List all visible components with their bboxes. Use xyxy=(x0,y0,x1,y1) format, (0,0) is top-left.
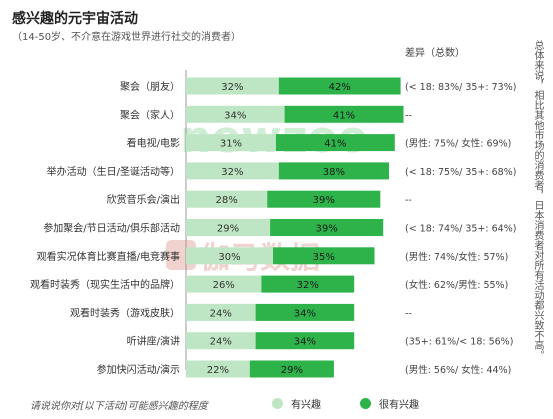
data-label-some-interest: 29% xyxy=(217,224,239,235)
bar-some-interest xyxy=(186,219,271,236)
bar-some-interest xyxy=(186,332,256,350)
category-label: 观看实况体育比赛直播/电竞赛事 xyxy=(37,250,180,263)
data-label-some-interest: 22% xyxy=(207,365,229,376)
bar-some-interest xyxy=(186,105,285,123)
data-label-some-interest: 28% xyxy=(215,195,237,206)
bar-very-interested xyxy=(249,360,334,378)
category-label: 观看时装秀（游戏皮肤） xyxy=(70,306,180,319)
bar-some-interest xyxy=(186,134,276,152)
data-label-very-interested: 32% xyxy=(297,280,319,291)
data-label-very-interested: 34% xyxy=(294,337,316,348)
bar-very-interested xyxy=(273,247,375,265)
bar-some-interest xyxy=(186,247,273,265)
category-label: 参加快闪活动/演示 xyxy=(97,363,180,376)
bar-some-interest xyxy=(186,77,279,95)
data-label-some-interest: 24% xyxy=(210,337,232,348)
data-label-very-interested: 34% xyxy=(294,308,316,319)
legend-item-some-interest: 有兴趣 xyxy=(272,396,321,411)
data-label-very-interested: 41% xyxy=(333,110,355,121)
data-label-some-interest: 24% xyxy=(210,308,232,319)
bar-very-interested xyxy=(255,332,355,350)
bar-some-interest xyxy=(186,190,268,208)
data-label-some-interest: 34% xyxy=(224,110,246,121)
bar-some-interest xyxy=(186,360,250,378)
difference-label: -- xyxy=(405,195,412,206)
bar-some-interest xyxy=(186,275,262,293)
bar-some-interest xyxy=(186,303,256,321)
data-label-very-interested: 39% xyxy=(313,195,335,206)
category-label: 举办活动（生日/圣诞活动等） xyxy=(47,165,180,178)
data-label-some-interest: 31% xyxy=(220,139,242,150)
difference-label: (女性: 62%/男性: 55%) xyxy=(405,279,508,291)
bar-very-interested xyxy=(278,77,401,95)
difference-label: (男性: 75%/ 女性: 69%) xyxy=(405,138,511,150)
bar-very-interested xyxy=(255,303,355,321)
bar-some-interest xyxy=(186,162,279,180)
difference-label: (男性: 74%/女性: 57%) xyxy=(405,251,508,263)
survey-question: 请说说你对[以下活动]可能感兴趣的程度 xyxy=(30,401,208,412)
difference-label: -- xyxy=(405,308,412,319)
data-label-very-interested: 35% xyxy=(313,252,335,263)
chart-subtitle: （14-50岁、不介意在游戏世界进行社交的消费者） xyxy=(12,32,242,43)
bar-very-interested xyxy=(267,190,381,208)
difference-label: (< 18: 74%/ 35+: 64%) xyxy=(405,224,516,235)
difference-label: (< 18: 83%/ 35+: 73%) xyxy=(405,82,516,93)
difference-label: -- xyxy=(405,110,412,121)
category-label: 看电视/电影 xyxy=(127,137,180,150)
side-note: 总体来说，相比其他市场的消费者，日本消费者对所有活动都兴致不高。 xyxy=(532,40,543,360)
legend-label-very-interested: 很有兴趣 xyxy=(379,400,419,411)
data-label-some-interest: 32% xyxy=(221,82,243,93)
bar-very-interested xyxy=(261,275,355,293)
data-label-some-interest: 32% xyxy=(221,167,243,178)
legend-swatch-light xyxy=(272,398,283,409)
chart-title: 感兴趣的元宇宙活动 xyxy=(12,11,138,27)
legend-label-some-interest: 有兴趣 xyxy=(291,400,321,411)
data-label-very-interested: 29% xyxy=(281,365,303,376)
category-label: 聚会（朋友） xyxy=(120,80,180,93)
category-label: 参加聚会/节日活动/俱乐部活动 xyxy=(43,222,180,235)
legend-item-very-interested: 很有兴趣 xyxy=(360,396,419,411)
data-label-some-interest: 30% xyxy=(218,252,240,263)
data-label-very-interested: 42% xyxy=(329,82,351,93)
difference-column-header: 差异（总数） xyxy=(405,48,465,59)
bar-very-interested xyxy=(275,134,395,152)
bars-layer: 聚会（朋友） 32% 42% (< 18: 83%/ 35+: 73%) 聚会（家人） 3… xyxy=(30,77,516,378)
bar-very-interested xyxy=(270,219,384,236)
bar-very-interested xyxy=(278,162,389,180)
data-label-very-interested: 41% xyxy=(324,139,346,150)
data-label-some-interest: 26% xyxy=(213,280,235,291)
legend-swatch-dark xyxy=(360,398,371,409)
bar-very-interested xyxy=(284,105,404,123)
category-label: 欣赏音乐会/演出 xyxy=(107,193,180,206)
difference-label: (男性: 56%/ 女性: 44%) xyxy=(405,364,511,376)
category-label: 观看时装秀（现实生活中的品牌） xyxy=(30,278,180,291)
data-label-very-interested: 39% xyxy=(316,224,338,235)
data-label-very-interested: 38% xyxy=(323,167,345,178)
difference-label: (35+: 61%/< 18: 56%) xyxy=(405,337,513,348)
category-label: 聚会（家人） xyxy=(120,108,180,121)
category-label: 听讲座/演讲 xyxy=(127,335,180,348)
difference-label: (< 18: 75%/ 35+: 68%) xyxy=(405,167,516,178)
